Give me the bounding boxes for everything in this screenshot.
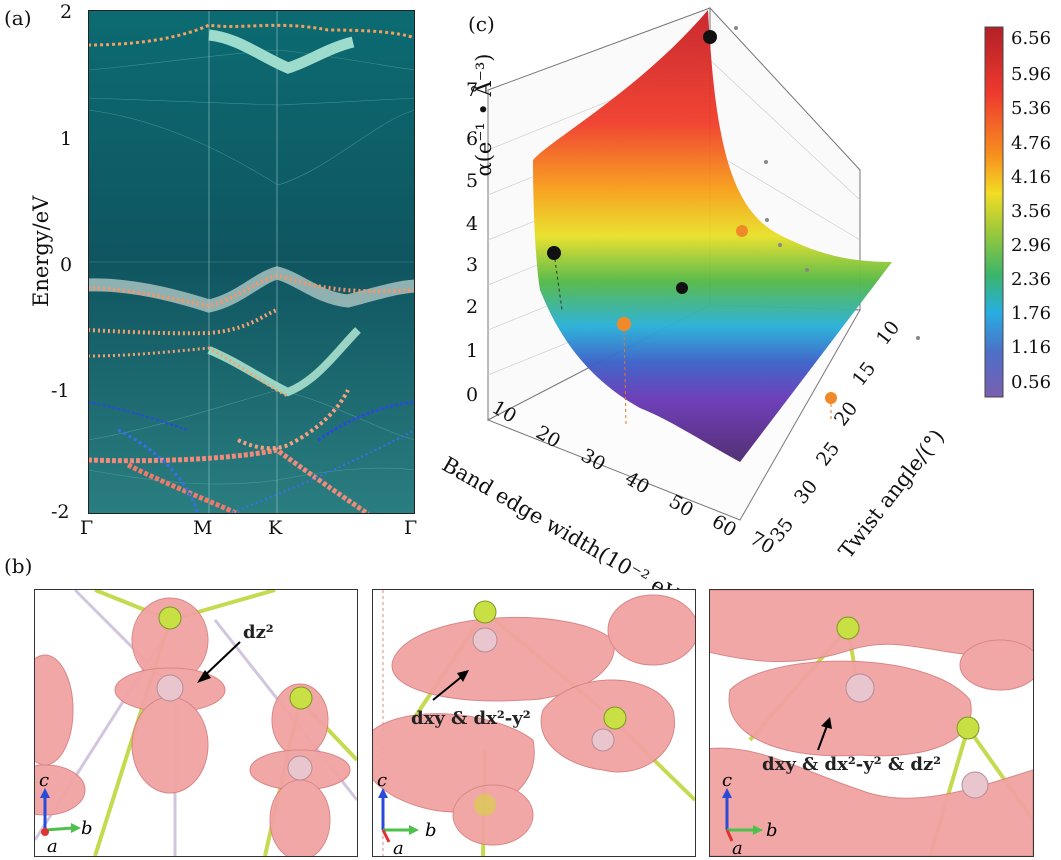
y-tick-2: 2 [60, 1, 73, 23]
orbital-label-1: dz² [243, 622, 274, 643]
y-tick-1: 1 [60, 128, 73, 150]
cb-tick-236: 2.36 [1011, 269, 1052, 290]
conduction-band-orange [88, 23, 415, 47]
orbital-label-2: dxy & dx²-y² [411, 708, 531, 729]
alpha-tick-5: 5 [466, 170, 479, 192]
alpha-surface [533, 10, 892, 462]
orbital-view-1-drawing: dz² c b a [35, 590, 357, 856]
blue-band-3 [117, 428, 200, 514]
alpha-tick-0: 0 [466, 384, 479, 406]
conduction-band-teal [208, 29, 355, 74]
alpha-tick-2: 2 [466, 296, 479, 318]
drop-line-2 [623, 324, 627, 426]
band-orange-2 [88, 346, 289, 398]
colorbar [984, 26, 1004, 398]
kpoint-k: K [268, 517, 283, 539]
y-tick-m2: -2 [51, 501, 70, 523]
kpoint-m: M [193, 517, 213, 539]
band-orange-1 [88, 308, 278, 336]
orange-sphere-3 [825, 392, 837, 404]
black-sphere-3 [676, 282, 688, 294]
orbital-view-3: dxy & dx²-y² & dz² c b a [709, 589, 1034, 857]
axis-c-1: c [39, 770, 49, 791]
axis-b-3: b [766, 820, 778, 841]
axis-c-2: c [377, 770, 387, 791]
orbital-view-2: dxy & dx²-y² c b a [372, 589, 696, 857]
blue-band-2 [317, 400, 415, 442]
black-sphere-1 [703, 30, 717, 44]
plot-frame [88, 10, 415, 514]
orange-sphere-1 [736, 225, 748, 237]
cb-tick-416: 4.16 [1011, 167, 1052, 188]
axis-c-3: c [722, 770, 732, 791]
surface-plot-3d [486, 6, 920, 521]
alpha-tick-6: 6 [466, 128, 479, 150]
y-tick-0: 0 [60, 254, 73, 276]
axis-a-2: a [393, 838, 404, 856]
cb-tick-656: 6.56 [1011, 28, 1052, 49]
orbital-view-3-drawing: dxy & dx²-y² & dz² c b a [710, 590, 1033, 856]
band-salmon-1 [126, 462, 240, 514]
alpha-axis-label: α(e⁻¹ • Å⁻³) [472, 53, 496, 177]
plot-background [88, 10, 415, 514]
kpoint-gamma-1: Γ [80, 517, 94, 539]
cb-tick-596: 5.96 [1011, 64, 1052, 85]
orbital-view-1: dz² c b a [34, 589, 358, 857]
cb-tick-056: 0.56 [1011, 372, 1052, 393]
alpha-tick-1: 1 [466, 340, 479, 362]
cb-tick-116: 1.16 [1011, 337, 1052, 358]
valence-band-orange [88, 273, 415, 309]
orbital-view-2-drawing: dxy & dx²-y² c b a [373, 590, 695, 856]
blue-band-4 [227, 429, 415, 514]
band-structure-plot [88, 10, 415, 514]
axis-b-1: b [81, 818, 93, 839]
band-salmon-2 [88, 447, 370, 514]
black-sphere-2 [547, 246, 561, 260]
blue-band-1 [88, 401, 189, 431]
axis-b-2: b [425, 820, 437, 841]
panel-c-label: (c) [468, 12, 495, 36]
cb-tick-296: 2.96 [1011, 235, 1052, 256]
band-salmon-3 [237, 389, 350, 451]
cb-tick-176: 1.76 [1011, 303, 1052, 324]
axis-a-3: a [732, 838, 743, 856]
alpha-tick-3: 3 [466, 254, 479, 276]
cb-tick-536: 5.36 [1011, 98, 1052, 119]
orbital-label-3: dxy & dx²-y² & dz² [762, 754, 941, 775]
orange-sphere-2 [617, 317, 631, 331]
axis-a-1: a [47, 836, 58, 856]
kpoint-gamma-2: Γ [404, 517, 418, 539]
cb-tick-356: 3.56 [1011, 201, 1052, 222]
panel-b-label: (b) [4, 554, 33, 578]
panel-a-label: (a) [4, 6, 32, 30]
cb-tick-476: 4.76 [1011, 133, 1052, 154]
alpha-tick-4: 4 [466, 213, 479, 235]
alpha-tick-7: 7 [466, 79, 479, 101]
panel-a-ylabel: Energy/eV [29, 195, 53, 307]
projection-dots [734, 26, 920, 340]
valence-band-teal [88, 266, 415, 313]
y-tick-m1: -1 [51, 380, 70, 402]
